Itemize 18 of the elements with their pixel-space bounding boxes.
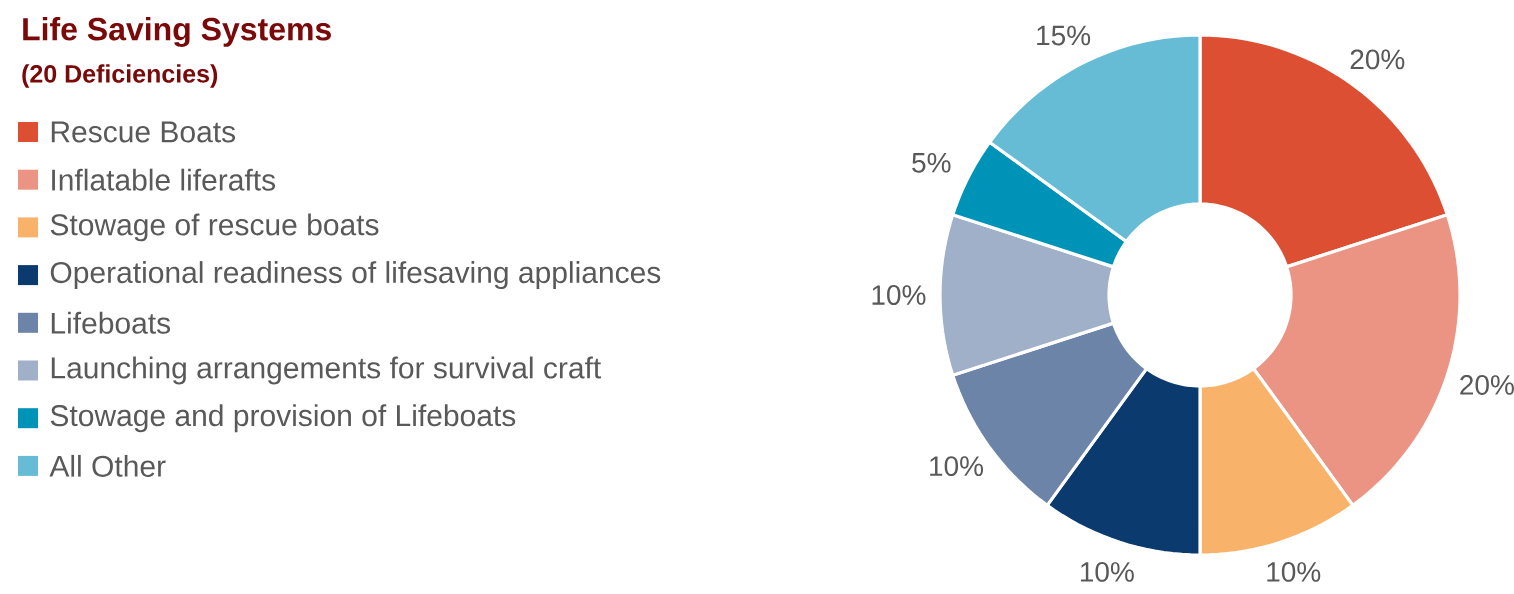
- data-label: 10%: [1267, 562, 1321, 582]
- legend-label: All Other: [49, 454, 166, 477]
- legend-label: Stowage and provision of Lifeboats: [50, 404, 516, 433]
- data-label: 10%: [930, 456, 984, 477]
- data-label: 10%: [1080, 562, 1134, 582]
- legend-label: Rescue Boats: [51, 121, 236, 143]
- data-label: 10%: [872, 285, 926, 305]
- data-label: 5%: [912, 152, 951, 173]
- legend-label: Operational readiness of lifesaving appliances: [50, 261, 661, 290]
- legend-label: Lifeboats: [51, 311, 171, 334]
- data-label: 20%: [1350, 49, 1405, 70]
- legend-label: Stowage of rescue boats: [50, 213, 379, 242]
- data-label: 20%: [1460, 375, 1514, 395]
- legend-label: Launching arrangements for survival craft: [51, 356, 602, 385]
- legend-label: Inflatable liferafts: [52, 168, 276, 191]
- data-label: 15%: [1037, 25, 1091, 46]
- chart-title: Life Saving Systems: [23, 17, 331, 47]
- text: (20 Deficiencies): [22, 64, 218, 88]
